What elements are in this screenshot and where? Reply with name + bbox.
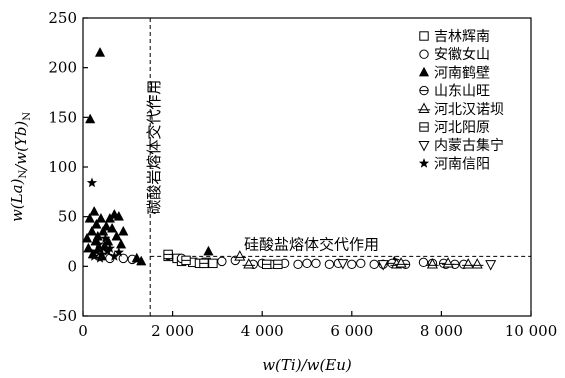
x-tick-label: 4 000 [241,322,284,340]
data-point-triangle-cross [233,250,246,261]
legend-label: 安徽女山 [434,46,490,63]
data-point-circle-open [118,253,129,264]
legend-label: 河北阳原 [434,120,490,136]
x-tick-label: 6 000 [330,322,373,340]
data-point-triangle-cross [394,257,408,268]
legend-marker-square-half [419,122,429,132]
data-point-star [89,250,100,261]
legend-marker-circle-open [419,49,429,59]
legend-marker-triangle-down-open [418,141,430,152]
y-tick-label: 0 [67,257,77,275]
silicate-metasomatism-label: 硅酸盐熔体交代作用 [244,235,379,253]
data-point-triangle-cross [242,258,255,269]
data-point-star [91,246,102,256]
data-point-triangle-filled [81,232,93,243]
y-tick-label: 250 [48,9,77,27]
data-point-square-half [199,258,209,269]
y-tick-label: 200 [48,59,77,77]
legend-label: 内蒙古集宁 [434,137,504,154]
data-point-square-half [273,259,283,270]
data-point-triangle-filled [95,212,107,223]
data-point-circle-open [311,258,321,269]
data-point-star [100,233,111,243]
data-point-circle-open [369,259,379,270]
data-point-triangle-filled [118,225,129,236]
data-point-triangle-cross [471,258,484,269]
y-tick-label: 50 [58,208,77,226]
data-point-circle-open [418,257,429,268]
y-tick-label: 100 [48,158,77,176]
data-point-triangle-filled [91,218,102,229]
legend-label: 河北汉诺坝 [434,102,504,118]
data-point-triangle-down-open [337,259,349,270]
data-point-triangle-filled [92,230,103,241]
data-point-triangle-cross [426,258,439,269]
data-point-star [113,247,125,257]
data-point-triangle-filled [136,255,147,266]
data-point-triangle-down-open [485,260,497,271]
data-point-square-half [163,249,173,260]
y-tick-label: -50 [53,307,77,325]
reference-lines [149,18,531,316]
legend-label: 河南信阳 [434,156,490,172]
legend-label: 山东山旺 [434,84,490,100]
data-point-star [104,243,116,253]
x-axis-title: w(Ti)/w(Eu) [262,356,352,374]
data-point-triangle-filled [84,212,95,223]
data-point-circle-open [217,256,227,267]
data-point-triangle-filled [115,238,127,249]
data-point-triangle-filled [101,220,112,231]
data-point-star [86,177,98,188]
x-tick-label: 2 000 [151,322,194,340]
data-point-triangle-filled [111,230,122,241]
legend-marker-circle-half [419,85,429,96]
legend-label: 河南鹤壁 [434,65,490,81]
data-point-triangle-filled [113,210,124,221]
legend-marker-star [418,157,430,168]
data-point-triangle-filled [89,205,100,216]
data-point-circle-open [324,259,335,270]
legend-label: 吉林辉南 [434,29,490,45]
data-point-circle-open [356,258,366,269]
x-tick-label: 8 000 [420,322,463,340]
y-axis-title: w(La)N/w(Yb)N [8,112,33,222]
data-point-square-half [181,255,191,266]
x-tick-label: 0 [78,322,88,340]
data-point-square-open [208,258,218,269]
carbonatite-metasomatism-label: 碳酸岩熔体交代作用 [145,80,163,215]
data-point-triangle-filled [94,47,106,57]
data-point-triangle-filled [203,245,214,256]
data-point-triangle-filled [85,113,96,124]
data-point-triangle-filled [98,225,109,236]
data-point-triangle-filled [107,222,118,233]
data-point-circle-open [302,258,312,269]
legend-marker-square-open [419,31,429,41]
data-point-triangle-cross [441,257,455,268]
data-point-circle-open [347,259,357,270]
legend-marker-triangle-cross [417,102,431,113]
data-points [81,47,497,271]
data-point-circle-open [293,259,303,270]
legend-marker-triangle-filled [418,66,430,77]
data-point-triangle-down-open [377,260,389,271]
data-point-triangle-filled [86,225,98,236]
axis-titles: w(Ti)/w(Eu) w(La)N/w(Yb)N [8,112,352,374]
data-point-square-half [261,259,272,270]
x-tick-label: 10 000 [505,322,558,340]
data-point-triangle-filled [83,242,94,253]
y-tick-label: 150 [48,108,77,126]
